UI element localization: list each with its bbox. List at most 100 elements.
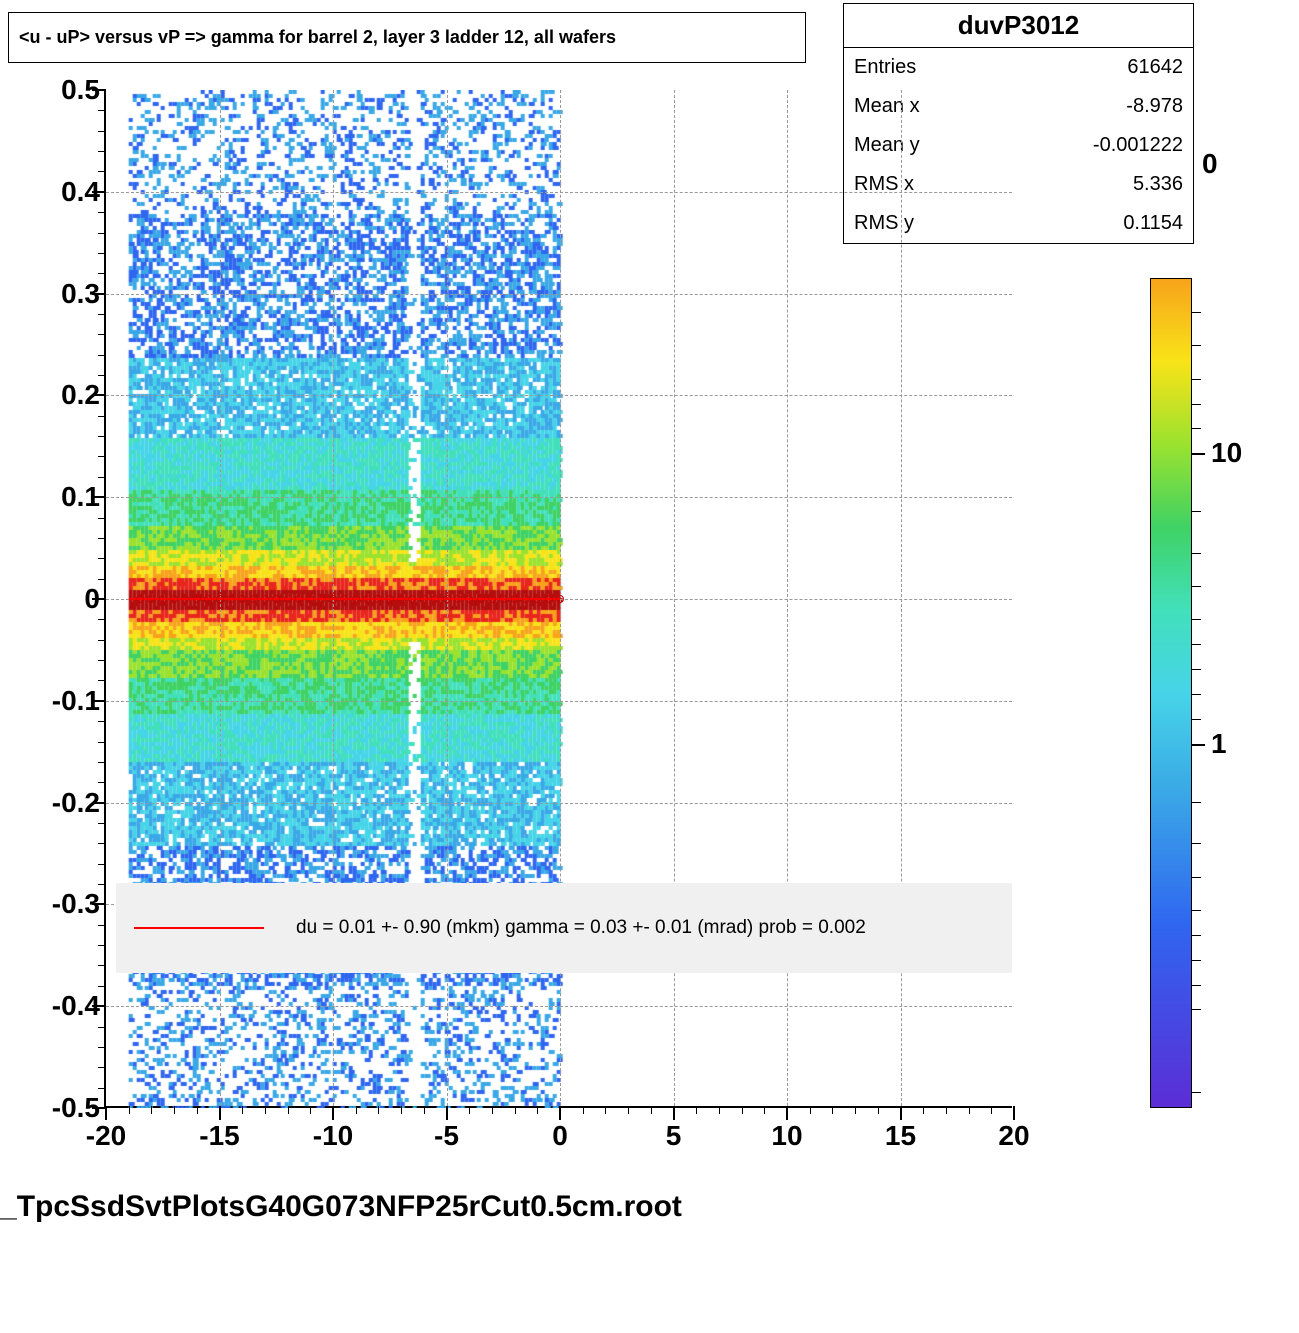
colorbar-overflow-label: 0	[1202, 148, 1218, 180]
ytick-minor	[98, 334, 106, 335]
profile-marker	[488, 595, 496, 603]
ytick-minor	[98, 110, 106, 111]
colorbar-tick-minor	[1191, 694, 1201, 695]
ytick-minor	[98, 456, 106, 457]
stats-label: Entries	[854, 56, 916, 79]
stats-value: 5.336	[1133, 173, 1183, 196]
colorbar-tick-minor	[1191, 960, 1201, 961]
grid-line-h	[106, 803, 1012, 804]
colorbar-tick-minor	[1191, 345, 1201, 346]
profile-marker	[556, 595, 564, 603]
xtick-minor	[855, 1106, 856, 1114]
colorbar-tick-minor	[1191, 312, 1201, 313]
xtick-minor	[242, 1106, 243, 1114]
ytick-minor	[98, 151, 106, 152]
grid-line-h	[106, 395, 1012, 396]
profile-marker	[261, 595, 269, 603]
profile-marker	[147, 595, 155, 603]
ytick-label: 0	[84, 583, 106, 615]
ytick-minor	[98, 782, 106, 783]
colorbar-tick-minor	[1191, 1092, 1201, 1093]
ytick-minor	[98, 212, 106, 213]
xtick-minor	[605, 1106, 606, 1114]
source-filename: _TpcSsdSvtPlotsG40G073NFP25rCut0.5cm.roo…	[0, 1190, 682, 1224]
xtick-minor	[197, 1106, 198, 1114]
profile-marker	[159, 595, 167, 603]
profile-marker	[545, 595, 553, 603]
ytick-minor	[98, 375, 106, 376]
ytick-minor	[98, 680, 106, 681]
fit-legend-box: du = 0.01 +- 0.90 (mkm) gamma = 0.03 +- …	[116, 883, 1012, 973]
grid-line-h	[106, 497, 1012, 498]
ytick-label: -0.1	[52, 685, 106, 717]
stats-value: 0.1154	[1123, 212, 1183, 235]
colorbar-tick-minor	[1191, 935, 1201, 936]
stats-value: 61642	[1127, 56, 1183, 79]
grid-line-h	[106, 192, 1012, 193]
xtick-minor	[878, 1106, 879, 1114]
ytick-minor	[98, 1047, 106, 1048]
colorbar-tick-minor	[1191, 877, 1201, 878]
xtick-minor	[129, 1106, 130, 1114]
colorbar-tick-minor	[1191, 910, 1201, 911]
colorbar: 101	[1150, 278, 1192, 1108]
xtick-minor	[515, 1106, 516, 1114]
colorbar-tick-minor	[1191, 511, 1201, 512]
ytick-minor	[98, 436, 106, 437]
stats-value: -8.978	[1126, 95, 1183, 118]
ytick-minor	[98, 884, 106, 885]
ytick-minor	[98, 416, 106, 417]
profile-marker	[170, 595, 178, 603]
colorbar-tick-minor	[1191, 586, 1201, 587]
ytick-minor	[98, 925, 106, 926]
fit-legend-line	[134, 927, 264, 929]
profile-marker	[499, 595, 507, 603]
ytick-minor	[98, 1088, 106, 1089]
colorbar-tick-minor	[1191, 719, 1201, 720]
ytick-minor	[98, 171, 106, 172]
xtick-minor	[923, 1106, 924, 1114]
xtick-minor	[492, 1106, 493, 1114]
grid-line-h	[106, 701, 1012, 702]
profile-marker	[204, 595, 212, 603]
xtick-minor	[628, 1106, 629, 1114]
ytick-minor	[98, 558, 106, 559]
ytick-minor	[98, 986, 106, 987]
ytick-minor	[98, 762, 106, 763]
colorbar-tick-minor	[1191, 404, 1201, 405]
profile-marker	[477, 595, 485, 603]
plot-title-box: <u - uP> versus vP => gamma for barrel 2…	[8, 12, 806, 63]
colorbar-tick-minor	[1191, 553, 1201, 554]
xtick-minor	[151, 1106, 152, 1114]
xtick-label: -5	[434, 1106, 459, 1152]
ytick-label: 0.4	[61, 176, 106, 208]
xtick-label: -15	[199, 1106, 239, 1152]
profile-marker	[227, 595, 235, 603]
ytick-minor	[98, 518, 106, 519]
profile-marker	[272, 595, 280, 603]
plot-title: <u - uP> versus vP => gamma for barrel 2…	[19, 27, 616, 47]
profile-marker	[352, 595, 360, 603]
profile-marker	[250, 595, 258, 603]
profile-marker	[465, 595, 473, 603]
profile-marker	[284, 595, 292, 603]
ytick-minor	[98, 579, 106, 580]
ytick-minor	[98, 131, 106, 132]
colorbar-tick-minor	[1191, 985, 1201, 986]
xtick-label: 0	[552, 1106, 568, 1152]
xtick-minor	[583, 1106, 584, 1114]
xtick-minor	[742, 1106, 743, 1114]
ytick-minor	[98, 538, 106, 539]
xtick-minor	[969, 1106, 970, 1114]
colorbar-tick-minor	[1191, 802, 1201, 803]
profile-marker	[340, 595, 348, 603]
profile-marker	[386, 595, 394, 603]
profile-marker	[318, 595, 326, 603]
profile-marker	[454, 595, 462, 603]
xtick-minor	[537, 1106, 538, 1114]
colorbar-tick-minor	[1191, 843, 1201, 844]
colorbar-tick-minor	[1191, 669, 1201, 670]
stats-name: duvP3012	[844, 4, 1193, 48]
ytick-minor	[98, 355, 106, 356]
ytick-minor	[98, 1027, 106, 1028]
